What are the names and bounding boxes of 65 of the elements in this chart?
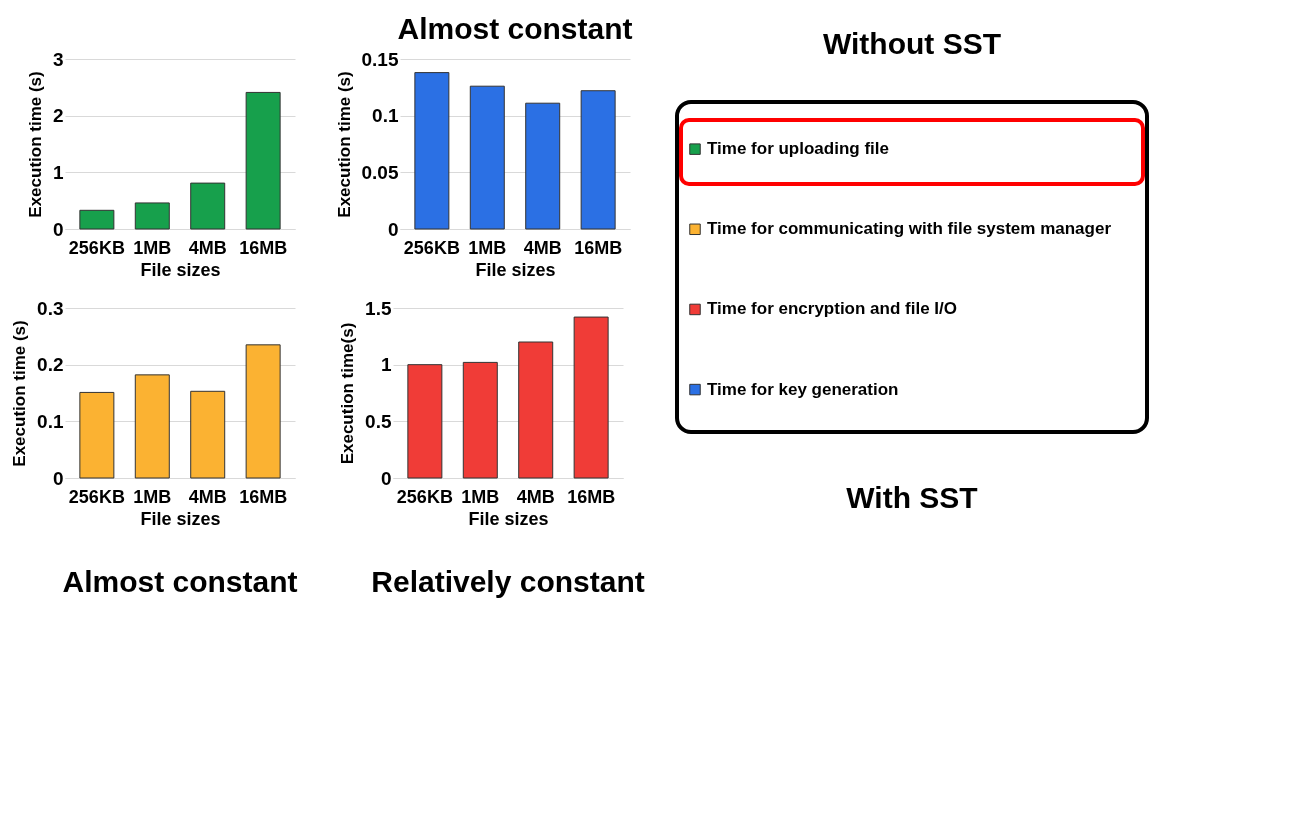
- bar: [580, 90, 616, 230]
- legend-label: Time for key generation: [707, 379, 899, 399]
- y-tick-label: 0.1: [37, 410, 64, 432]
- x-tick-label: 1MB: [133, 237, 172, 258]
- legend-label: Time for uploading file: [707, 139, 889, 159]
- legend-label: Time for communicating with file system manager: [707, 219, 1112, 239]
- bar: [79, 209, 115, 230]
- y-tick-label: 0.05: [361, 161, 399, 183]
- y-tick-label: 1: [52, 161, 64, 183]
- y-tick-label: 0.2: [37, 354, 64, 376]
- text: Almost constant: [397, 12, 633, 45]
- bar: [462, 361, 498, 479]
- y-axis-title: Execution time (s): [10, 320, 30, 467]
- x-tick-label: 1MB: [133, 486, 172, 507]
- x-axis-title: File sizes: [140, 259, 221, 280]
- text: With SST: [846, 481, 978, 514]
- y-tick-label: 2: [52, 105, 64, 127]
- x-tick-label: 1MB: [461, 486, 500, 507]
- x-axis-title: File sizes: [140, 508, 221, 529]
- bar: [525, 102, 561, 230]
- y-tick-label: 0: [380, 467, 392, 489]
- x-tick-label: 256KB: [68, 486, 125, 507]
- bar: [414, 72, 450, 230]
- bar: [518, 341, 554, 479]
- text: Without SST: [822, 27, 1002, 60]
- y-axis-title: Execution time(s): [338, 322, 358, 465]
- bar: [573, 316, 609, 479]
- x-tick-label: 4MB: [188, 237, 227, 258]
- x-tick-label: 4MB: [516, 486, 555, 507]
- y-tick-label: 1: [380, 354, 392, 376]
- bar: [134, 374, 170, 479]
- bar: [79, 391, 115, 479]
- bar: [190, 182, 226, 230]
- text: Relatively constant: [371, 565, 645, 598]
- y-tick-label: 0.5: [365, 410, 392, 432]
- y-tick-label: 0: [387, 218, 399, 240]
- text: Almost constant: [62, 565, 298, 598]
- bar: [245, 344, 281, 479]
- bar: [190, 390, 226, 479]
- y-axis-title: Execution time (s): [25, 71, 45, 218]
- bar: [469, 85, 505, 230]
- legend-label: Time for encryption and file I/O: [707, 299, 958, 319]
- bar: [245, 91, 281, 230]
- y-tick-label: 0: [52, 467, 64, 489]
- x-axis-title: File sizes: [468, 508, 549, 529]
- y-tick-label: 0.15: [361, 48, 399, 70]
- x-tick-label: 256KB: [403, 237, 460, 258]
- y-tick-label: 0.3: [37, 297, 64, 319]
- x-tick-label: 16MB: [567, 486, 616, 507]
- x-tick-label: 1MB: [468, 237, 507, 258]
- x-axis-title: File sizes: [475, 259, 556, 280]
- x-tick-label: 16MB: [239, 486, 288, 507]
- x-tick-label: 256KB: [396, 486, 453, 507]
- y-tick-label: 0.1: [372, 105, 399, 127]
- x-tick-label: 256KB: [68, 237, 125, 258]
- y-axis-title: Execution time (s): [334, 71, 354, 218]
- y-tick-label: 0: [52, 218, 64, 240]
- x-tick-label: 4MB: [188, 486, 227, 507]
- bar: [134, 202, 170, 230]
- x-tick-label: 4MB: [523, 237, 562, 258]
- bar: [407, 364, 443, 479]
- x-tick-label: 16MB: [574, 237, 623, 258]
- y-tick-label: 1.5: [365, 297, 392, 319]
- x-tick-label: 16MB: [239, 237, 288, 258]
- y-tick-label: 3: [52, 48, 64, 70]
